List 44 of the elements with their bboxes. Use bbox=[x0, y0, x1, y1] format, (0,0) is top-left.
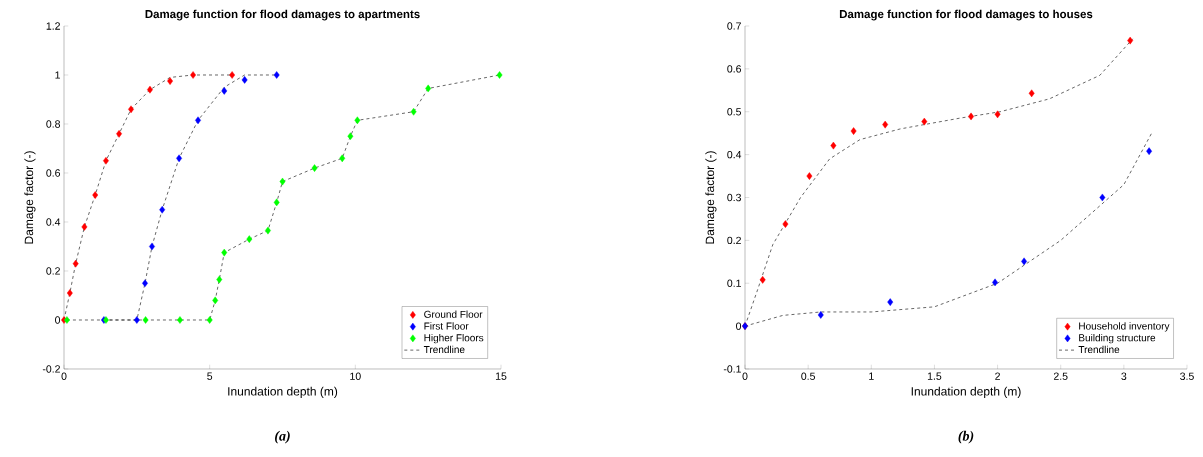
legend-label: Ground Floor bbox=[424, 310, 483, 318]
x-axis-title: Inundation depth (m) bbox=[228, 386, 338, 399]
x-tick-label: 15 bbox=[495, 372, 507, 380]
legend-label: First Floor bbox=[424, 322, 469, 330]
y-tick-label: 0.3 bbox=[727, 193, 742, 202]
x-tick-label: 0 bbox=[742, 372, 748, 380]
x-tick-label: 1 bbox=[869, 372, 874, 380]
y-axis-title: Damage factor (-) bbox=[705, 151, 717, 244]
text: (b) bbox=[958, 430, 974, 444]
legend-label: Trendline bbox=[1078, 345, 1120, 354]
y-tick-label: 1 bbox=[55, 71, 60, 79]
legend-label: Trendline bbox=[423, 345, 465, 354]
x-tick-label: 2 bbox=[995, 372, 1000, 380]
y-tick-label: -0.1 bbox=[723, 365, 741, 373]
legend-label: Household inventory bbox=[1079, 322, 1170, 332]
x-tick-label: 5 bbox=[207, 372, 213, 380]
x-tick-label: 3.5 bbox=[1180, 372, 1194, 380]
y-tick-label: 1.2 bbox=[46, 22, 60, 30]
y-axis-title: Damage factor (-) bbox=[24, 151, 36, 244]
x-tick-label: 3 bbox=[1121, 372, 1127, 380]
y-tick-label: 0.6 bbox=[46, 169, 61, 177]
y-tick-label: 0.7 bbox=[727, 22, 741, 30]
chart-title: Damage function for flood damages to apartments bbox=[145, 9, 420, 21]
text: (a) bbox=[275, 430, 290, 444]
y-tick-label: 0 bbox=[736, 322, 742, 330]
y-tick-label: 0.2 bbox=[727, 236, 741, 245]
chart-title: Damage function for flood damages to houses bbox=[839, 9, 1093, 21]
x-tick-label: 10 bbox=[350, 372, 361, 380]
x-tick-label: 1.5 bbox=[927, 372, 942, 380]
y-tick-label: 0.4 bbox=[46, 218, 61, 226]
x-tick-label: 2.5 bbox=[1053, 372, 1068, 380]
x-tick-label: 0 bbox=[61, 372, 67, 380]
x-tick-label: 0.5 bbox=[801, 372, 815, 380]
y-tick-label: -0.2 bbox=[42, 365, 60, 373]
y-tick-label: 0.5 bbox=[727, 108, 742, 116]
y-tick-label: 0.8 bbox=[46, 120, 61, 128]
y-tick-label: 0.6 bbox=[727, 65, 742, 73]
y-tick-label: 0.4 bbox=[727, 150, 742, 159]
x-axis-title: Inundation depth (m) bbox=[911, 386, 1021, 399]
legend-label: Higher Floors bbox=[424, 334, 484, 344]
legend-label: Building structure bbox=[1079, 334, 1156, 344]
y-tick-label: 0 bbox=[55, 316, 61, 324]
y-tick-label: 0.2 bbox=[46, 267, 60, 275]
y-tick-label: 0.1 bbox=[727, 279, 741, 287]
